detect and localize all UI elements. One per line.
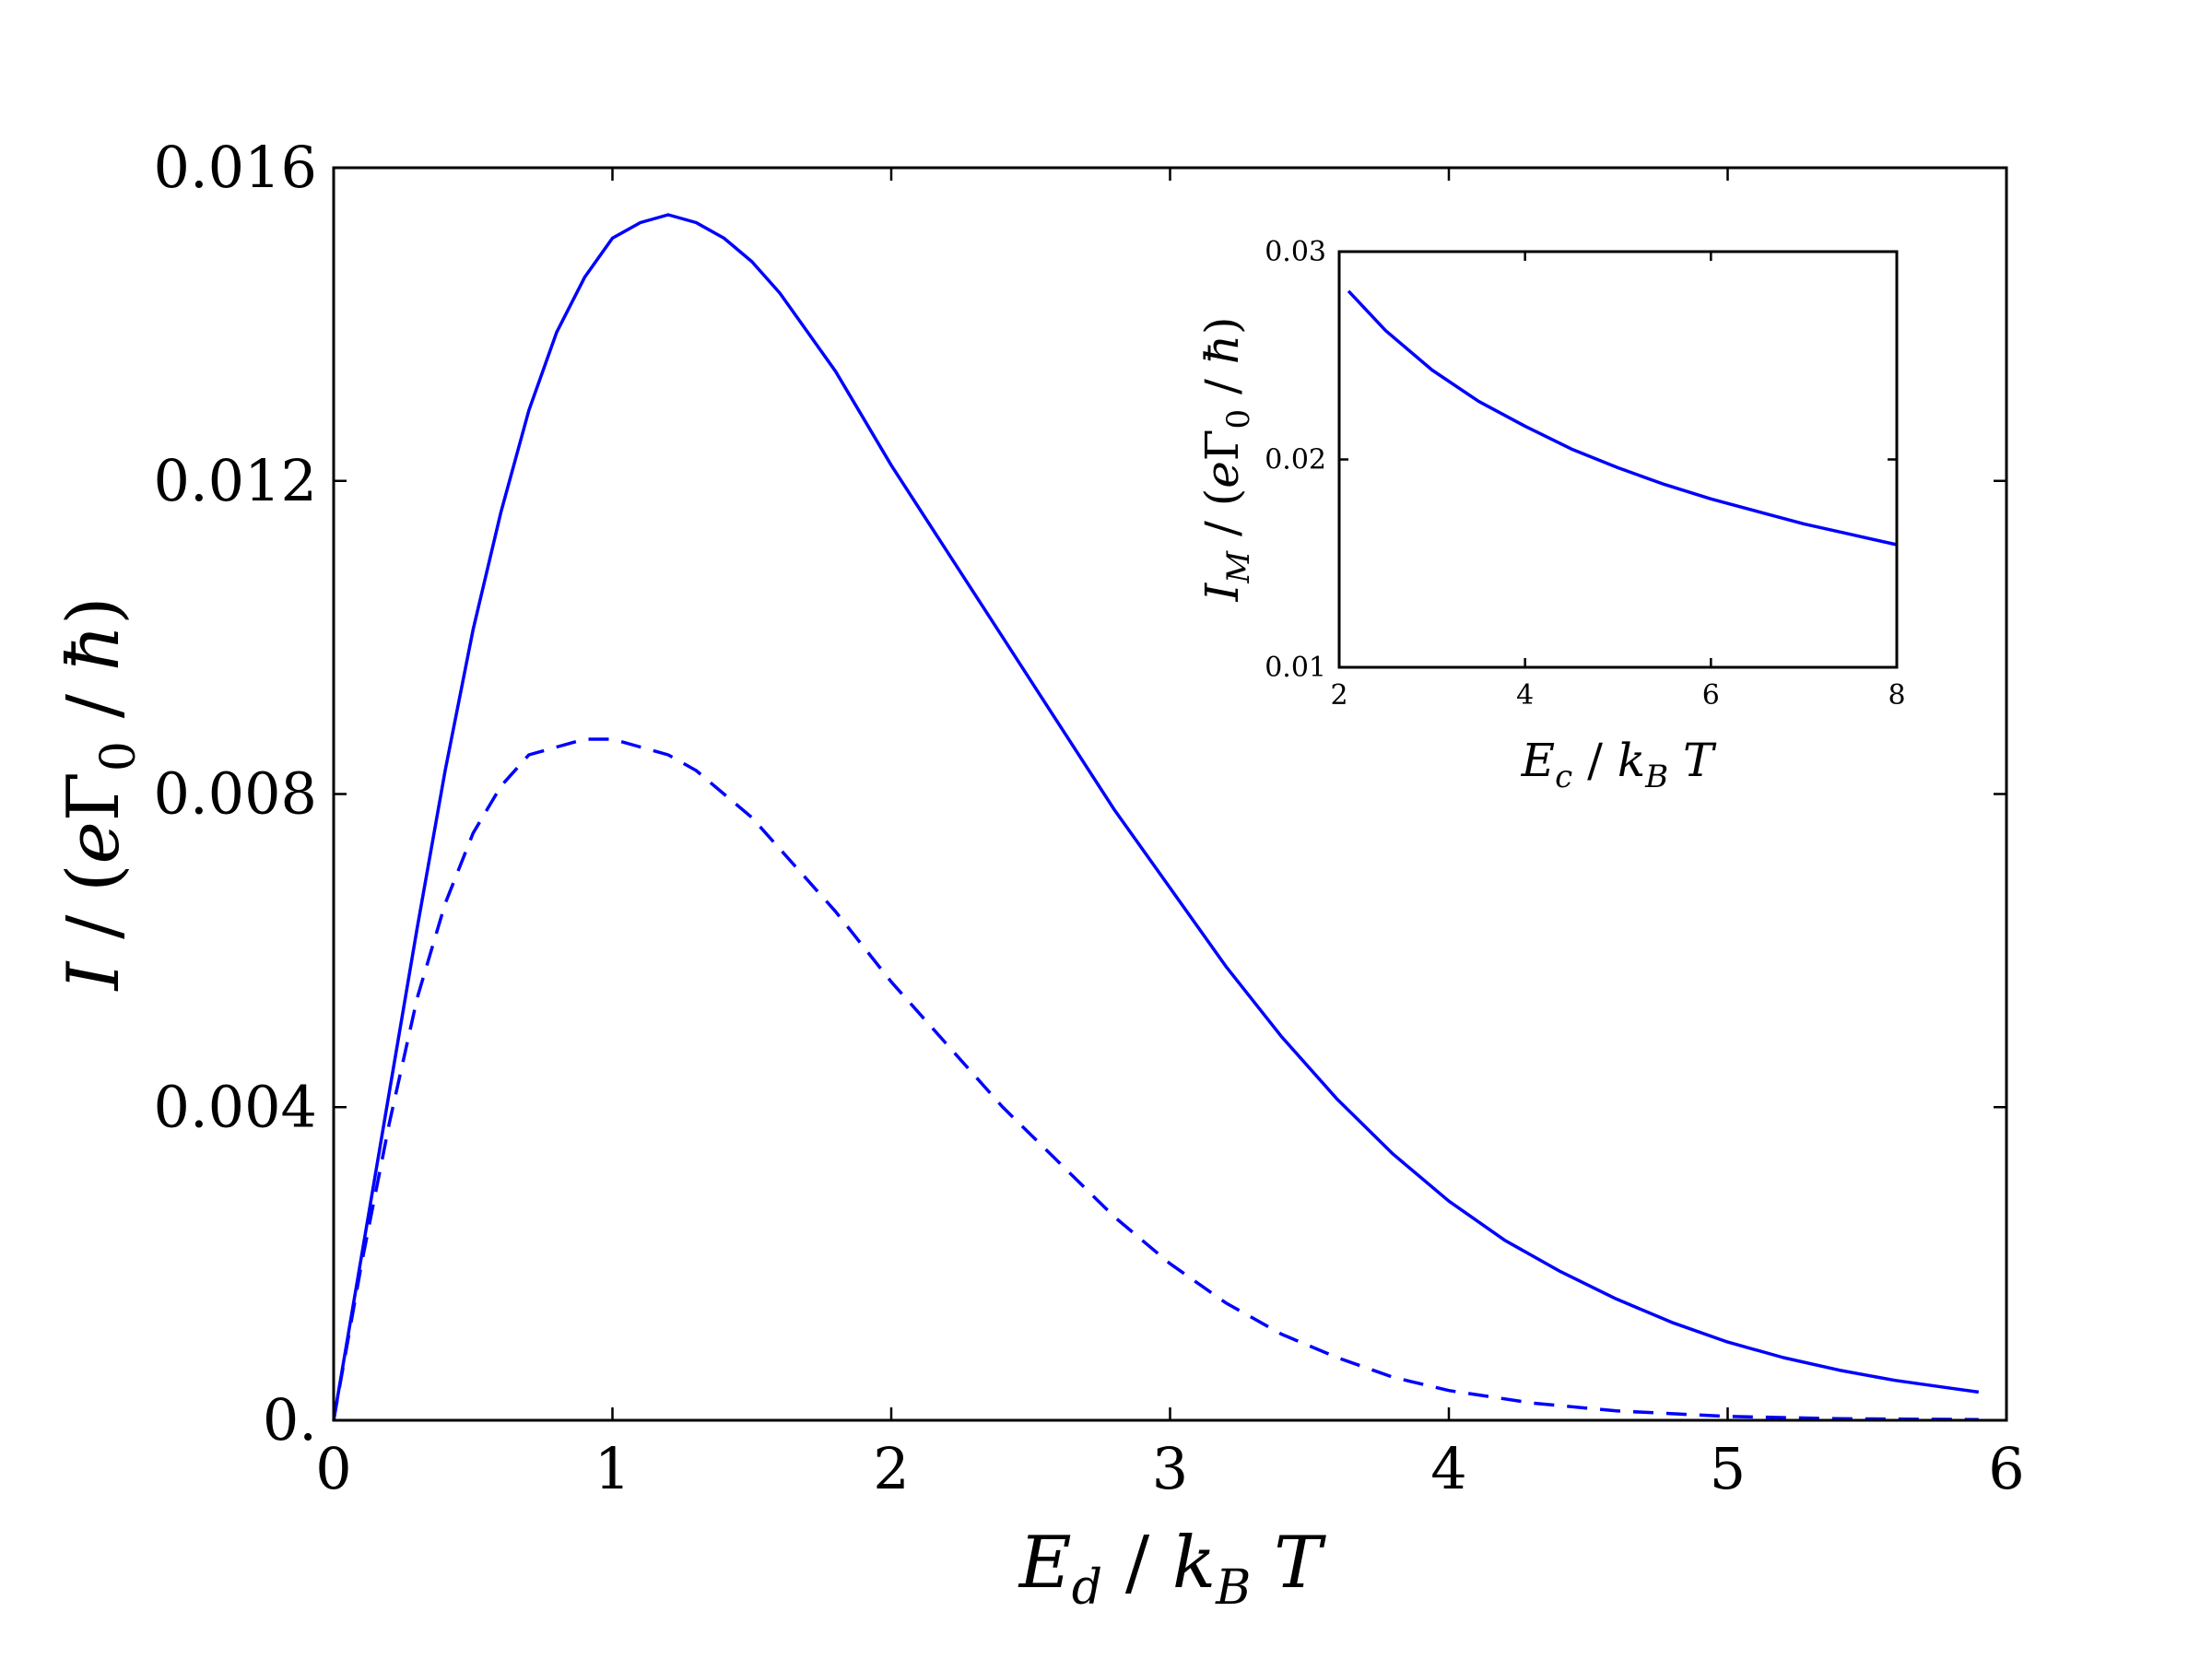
main-x-tick-label: 4	[1430, 1435, 1466, 1502]
inset-series-solid-line	[1347, 289, 1898, 547]
inset-background	[1339, 252, 1897, 667]
inset-x-tick-label: 4	[1516, 679, 1534, 712]
main-x-tick-label: 2	[873, 1435, 909, 1502]
inset-y-tick-label: 0.03	[1265, 236, 1326, 268]
inset-x-tick-label: 8	[1888, 679, 1905, 712]
main-series-layer	[332, 213, 1980, 1421]
main-series-dashed-line	[332, 737, 1979, 1421]
main-x-axis-label: Ed / kB T	[1018, 1522, 1326, 1616]
inset-tick-layer	[1337, 250, 1899, 669]
main-y-tick-label: 0.008	[154, 760, 318, 828]
inset-y-tick-label: 0.02	[1265, 444, 1326, 477]
main-tick-layer	[332, 166, 2008, 1422]
main-x-tick-label: 1	[594, 1435, 630, 1502]
inset-tick-label-layer: 2 4 6 8 0.01 0.02 0.03	[1265, 236, 1905, 712]
main-y-tick-label: 0.016	[154, 134, 318, 201]
main-y-tick-label: 0.	[263, 1386, 317, 1453]
inset-x-tick-label: 2	[1330, 679, 1347, 712]
main-x-tick-label: 5	[1710, 1435, 1746, 1502]
main-series-solid-line	[332, 213, 1980, 1421]
inset-y-tick-label: 0.01	[1265, 652, 1326, 684]
main-y-tick-label: 0.012	[154, 447, 318, 514]
main-y-axis-label: I / (eΓ0 / ħ)	[53, 596, 147, 992]
inset-x-tick-label: 6	[1702, 679, 1720, 712]
inset-series-layer	[1347, 289, 1898, 547]
main-x-tick-label: 3	[1152, 1435, 1188, 1502]
main-y-tick-label: 0.004	[154, 1073, 318, 1140]
main-x-tick-label: 6	[1988, 1435, 2024, 1502]
inset-plot: 2 4 6 80.010.020.03 Ec / kB T IM / (eΓ0 / ħ…	[1195, 236, 1906, 795]
inset-x-axis-label: Ec / kB T	[1521, 734, 1717, 795]
main-x-tick-label: 0	[315, 1435, 351, 1502]
